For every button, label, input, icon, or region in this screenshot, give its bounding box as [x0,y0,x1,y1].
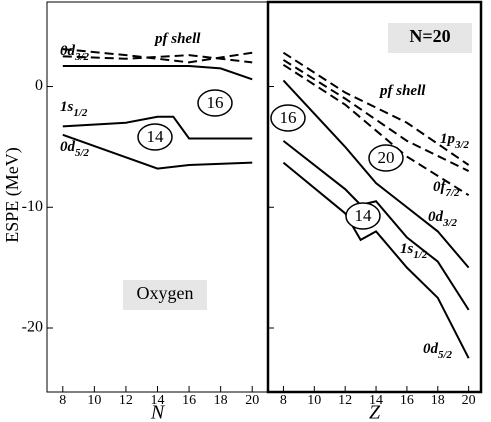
x-axis-label: N [150,402,166,422]
x-tick-label: 8 [280,393,287,408]
circle-marker [345,202,381,230]
annotation-text: 1s [60,99,74,115]
annotation-text: 0f [433,179,448,195]
x-tick-label: 12 [119,393,133,408]
y-tick-label: 0 [35,77,43,94]
annotation: 0d5/2 [60,139,90,158]
annotation-sub: 3/2 [454,139,470,151]
x-tick-label: 14 [151,393,165,408]
circled-label: 16 [207,93,224,112]
annotation-sub: 3/2 [74,51,90,63]
y-tick-label: -10 [22,198,43,215]
series-line [282,59,470,172]
label-box [123,280,207,310]
series-line [62,115,253,140]
annotation-text: 1p [440,131,456,147]
x-tick-label: 16 [400,393,414,408]
annotation: 0d3/2 [428,209,458,228]
circle-marker [137,123,173,151]
x-axis-label: Z [369,402,381,422]
series-line [62,54,253,64]
x-tick-label: 18 [214,393,228,408]
x-tick-label: 14 [369,393,383,408]
x-tick-label: 20 [462,393,476,408]
circle-marker [197,89,233,117]
series-line [62,133,253,170]
annotation-text: 1s [400,241,414,257]
series-line [62,48,253,64]
x-tick-label: 18 [431,393,445,408]
series-line [62,64,253,81]
annotation-sub: 1/2 [413,249,428,261]
circled-label: 14 [147,127,165,146]
annotation-text: 0d [423,341,439,357]
annotation-sub: 5/2 [75,147,90,159]
annotation: 1s1/2 [60,99,88,118]
annotation: 0d5/2 [423,341,453,360]
label-box [388,23,472,53]
series-line [282,79,470,269]
annotation-sub: 5/2 [438,349,453,361]
y-tick-label: -20 [22,319,43,336]
annotation-text: 0d [60,43,76,59]
box-label: Oxygen [137,283,194,303]
annotation: pf shell [378,83,426,99]
circled-label: 16 [280,108,297,127]
box-label: N=20 [409,26,450,46]
x-tick-label: 16 [182,393,196,408]
annotation: 1p3/2 [440,131,470,150]
plot-frame [266,0,483,394]
annotation: 0f7/2 [433,179,460,198]
annotation-sub: 7/2 [446,187,461,199]
x-tick-label: 10 [87,393,101,408]
series-line [282,140,470,311]
circle-marker [270,104,306,132]
y-axis-label: ESPE (MeV) [2,147,23,243]
series-line [282,51,470,166]
annotation-text: pf shell [378,83,426,99]
x-tick-label: 10 [307,393,321,408]
annotation-sub: 3/2 [442,217,458,229]
annotation-text: 0d [60,139,76,155]
series-line [282,63,470,197]
annotation: 0d3/2 [60,43,90,62]
annotation-text: 0d [428,209,444,225]
circled-label: 20 [378,148,395,167]
circle-marker [368,144,404,172]
x-tick-label: 8 [59,393,66,408]
annotation-text: pf shell [153,31,201,47]
circled-label: 14 [355,206,373,225]
annotation: 1s1/2 [400,241,428,260]
series-line [282,161,470,359]
annotation-sub: 1/2 [73,107,88,119]
annotation: pf shell [153,31,201,47]
x-tick-label: 12 [338,393,352,408]
x-tick-label: 20 [245,393,259,408]
